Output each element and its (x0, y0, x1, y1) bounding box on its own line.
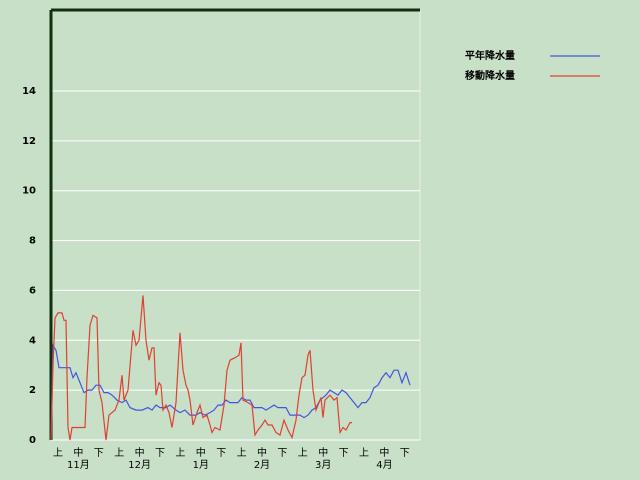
y-tick-label: 12 (22, 136, 36, 147)
x-tick-label: 下 (216, 448, 226, 459)
x-tick-label: 下 (155, 448, 165, 459)
x-tick-label: 中 (196, 446, 206, 459)
month-label: 12月 (128, 459, 151, 471)
month-label: 3月 (315, 459, 331, 471)
y-tick-label: 0 (29, 435, 36, 446)
month-label: 1月 (193, 459, 209, 471)
x-tick-label: 上 (114, 447, 124, 459)
y-tick-label: 14 (22, 86, 36, 97)
y-tick-label: 8 (29, 236, 36, 247)
x-tick-label: 下 (339, 448, 349, 459)
x-tick-label: 上 (359, 447, 369, 459)
x-tick-label: 上 (237, 447, 247, 459)
month-label: 11月 (67, 459, 90, 471)
series-line (50, 343, 411, 441)
x-tick-label: 上 (53, 447, 63, 459)
x-tick-label: 上 (298, 447, 308, 459)
x-tick-label: 中 (73, 446, 83, 459)
y-tick-label: 6 (29, 285, 36, 296)
x-tick-label: 下 (94, 448, 104, 459)
x-tick-label: 中 (318, 446, 328, 459)
y-tick-label: 2 (29, 385, 36, 396)
y-tick-label: 10 (22, 186, 36, 197)
x-tick-label: 中 (257, 446, 267, 459)
x-tick-label: 上 (175, 447, 185, 459)
x-tick-label: 下 (400, 448, 410, 459)
series-line (50, 295, 352, 441)
legend-label: 平年降水量 (465, 49, 515, 62)
y-tick-label: 4 (29, 335, 36, 346)
month-label: 2月 (254, 459, 270, 471)
x-tick-label: 中 (135, 446, 145, 459)
x-tick-label: 下 (277, 448, 287, 459)
legend-label: 移動降水量 (465, 69, 515, 82)
month-label: 4月 (376, 459, 392, 471)
x-tick-label: 中 (379, 446, 389, 459)
